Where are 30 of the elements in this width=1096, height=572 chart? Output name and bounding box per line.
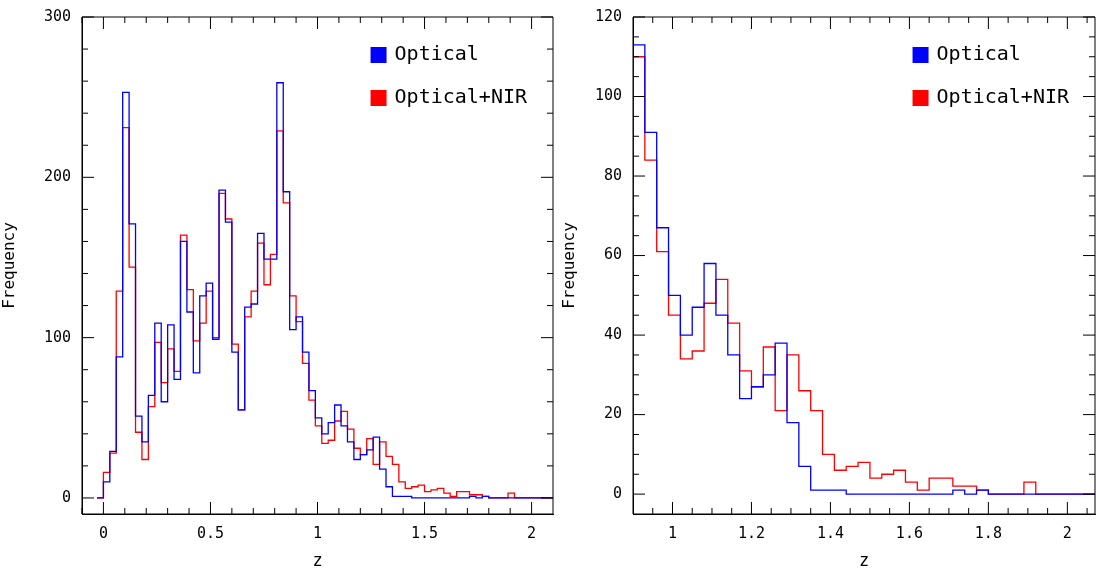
y-tick-label: 40: [603, 324, 622, 343]
x-tick-label: 0: [98, 523, 108, 542]
legend-label: Optical+NIR: [394, 84, 528, 109]
y-tick-label: 120: [594, 6, 622, 25]
x-tick-label: 1.8: [974, 523, 1002, 542]
x-tick-label: 1.2: [737, 523, 766, 542]
legend-label: Optical+NIR: [936, 84, 1070, 109]
y-tick-label: 100: [594, 86, 622, 105]
x-tick-label: 0.5: [196, 523, 224, 542]
y-tick-label: 60: [603, 245, 622, 264]
legend-label: Optical: [936, 41, 1021, 66]
y-axis-title: Frequency: [558, 221, 578, 309]
x-tick-label: 1.6: [895, 523, 923, 542]
y-axis-title: Frequency: [0, 221, 18, 309]
x-tick-label: 2: [527, 523, 537, 542]
x-axis-title: z: [312, 550, 323, 571]
x-axis-title: z: [858, 550, 870, 571]
y-tick-label: 200: [43, 167, 71, 186]
y-tick-label: 0: [612, 484, 622, 503]
y-tick-label: 300: [43, 6, 71, 25]
x-tick-label: 1.4: [816, 523, 844, 542]
legend-label: Optical: [394, 41, 479, 66]
y-tick-label: 20: [603, 404, 622, 423]
y-tick-label: 100: [43, 327, 71, 346]
y-tick-label: 80: [603, 165, 622, 184]
x-tick-label: 1: [312, 523, 323, 542]
x-tick-label: 1.5: [411, 523, 439, 542]
x-tick-label: 1: [667, 523, 677, 542]
x-tick-label: 2: [1062, 523, 1072, 542]
y-tick-label: 0: [61, 487, 71, 506]
